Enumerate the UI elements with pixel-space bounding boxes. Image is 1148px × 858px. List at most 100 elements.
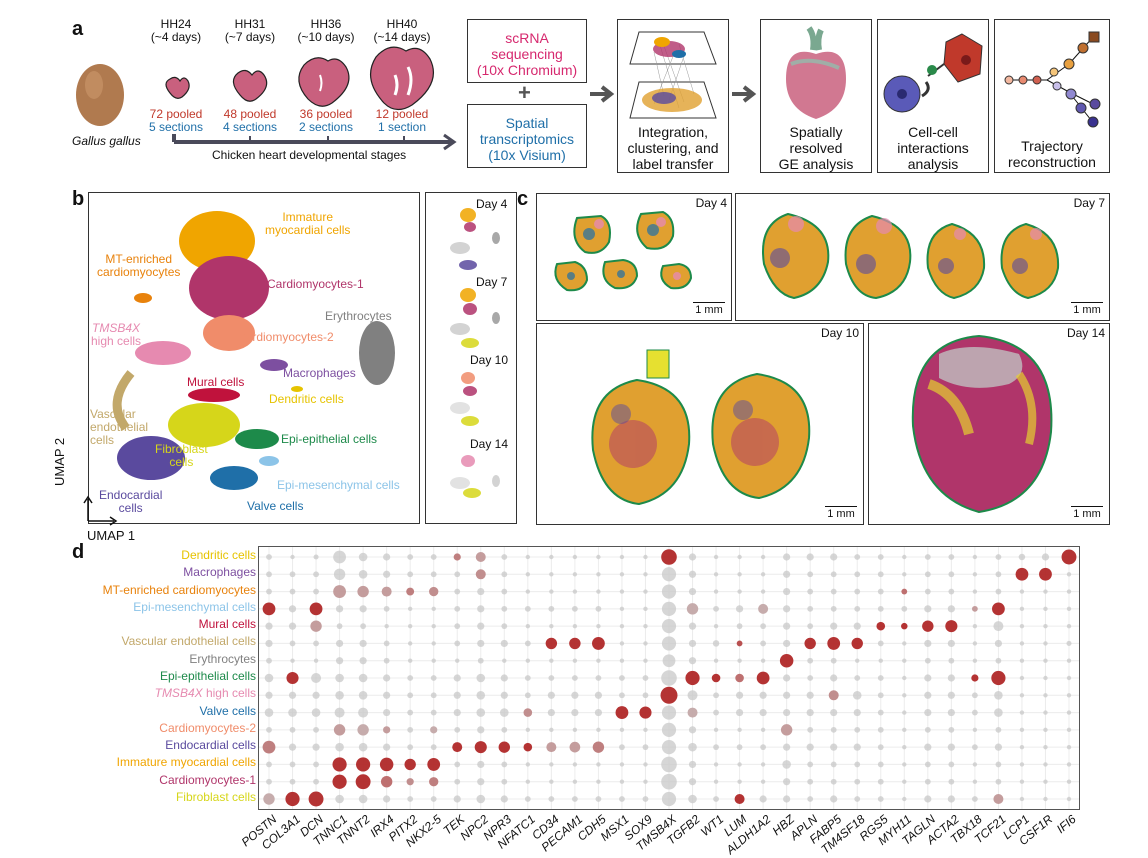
dot-mt-enriched-cardiomyocytes-acta2 xyxy=(948,588,955,595)
dot-cardiomyocytes-2-tagln xyxy=(924,726,931,733)
dot-erythrocytes-tcf21 xyxy=(995,657,1002,664)
heart-stage-illustrations xyxy=(165,46,434,111)
dot-cardiomyocytes-2-apln xyxy=(807,726,814,733)
label-line: TMSB4X xyxy=(92,321,141,335)
row-label: Immature myocardial cells xyxy=(116,755,256,770)
spatial-day14-sections xyxy=(911,334,1053,514)
label-ery: Erythrocytes xyxy=(325,309,392,323)
label-line: myocardial cells xyxy=(265,223,351,237)
dot-tmsb4x-high-cells-tmsb4x xyxy=(660,686,678,704)
day-label: Day 14 xyxy=(1066,326,1105,340)
dot-vascular-endothelial-cells-nfatc1 xyxy=(524,640,531,647)
scale-bar: 1 mm xyxy=(693,302,725,316)
dot-macrophages-nfatc1 xyxy=(525,572,531,577)
dot-fibroblast-cells-tm4sf18 xyxy=(854,796,861,802)
scale-bar: 1 mm xyxy=(1071,506,1103,520)
dot-mt-enriched-cardiomyocytes-cdh5 xyxy=(596,589,601,594)
dot-tmsb4x-high-cells-apln xyxy=(806,691,814,699)
label-line: Endocardial xyxy=(99,488,163,502)
dot-cardiomyocytes-1-apln xyxy=(807,778,814,785)
dot-macrophages-csf1r xyxy=(1039,567,1052,581)
dot-macrophages-fabp5 xyxy=(830,571,837,578)
dot-vascular-endothelial-cells-tgfb2 xyxy=(688,639,697,648)
dot-cardiomyocytes-1-hbz xyxy=(783,778,791,786)
dot-cardiomyocytes-1-lum xyxy=(737,779,742,784)
dot-vascular-endothelial-cells-apln xyxy=(804,637,816,650)
stage-hh40-counts: 12 pooled 1 section xyxy=(362,108,442,134)
ge-text: Spatially resolved GE analysis xyxy=(761,124,871,172)
dot-mural-cells-tagln xyxy=(922,620,934,632)
day-label: Day 7 xyxy=(1073,196,1105,210)
dot-mural-cells-sox9 xyxy=(643,623,648,629)
dot-cardiomyocytes-1-wt1 xyxy=(713,779,719,784)
dot-macrophages-wt1 xyxy=(713,572,719,577)
dot-cardiomyocytes-2-nfatc1 xyxy=(525,727,531,733)
dot-epi-epithelial-cells-tm4sf18 xyxy=(854,675,861,681)
dot-mt-enriched-cardiomyocytes-rgs5 xyxy=(877,588,884,595)
dot-erythrocytes-tgfb2 xyxy=(688,657,697,665)
dot-cardiomyocytes-1-acta2 xyxy=(948,778,955,785)
dot-dendritic-cells-wt1 xyxy=(713,554,719,560)
dot-dendritic-cells-tm4sf18 xyxy=(854,554,861,560)
day-label: Day 10 xyxy=(820,326,859,340)
dot-cardiomyocytes-2-rgs5 xyxy=(877,726,884,733)
trajectory-line1: Trajectory xyxy=(1021,138,1083,154)
dot-epi-epithelial-cells-nkx2-5 xyxy=(430,675,437,681)
cell-interaction-illustration xyxy=(883,33,983,113)
dot-epi-epithelial-cells-tcf21 xyxy=(991,670,1006,686)
dot-macrophages-apln xyxy=(807,571,814,578)
dot-mt-enriched-cardiomyocytes-tek xyxy=(454,588,461,595)
dot-endocardial-cells-acta2 xyxy=(947,743,955,751)
label-immature: Immature myocardial cells xyxy=(265,211,350,237)
panel-label-b: b xyxy=(72,188,85,210)
dot-endocardial-cells-tnnt2 xyxy=(358,742,368,752)
dot-macrophages-tgfb2 xyxy=(688,570,697,578)
dot-epi-epithelial-cells-cd34 xyxy=(548,675,555,681)
dot-vascular-endothelial-cells-cd34 xyxy=(545,637,558,650)
dot-endocardial-cells-irx4 xyxy=(383,743,391,751)
dot-valve-cells-myh11 xyxy=(902,710,907,715)
row-labels: Dendritic cells Macrophages MT-enriched ca… xyxy=(0,546,256,808)
dot-cardiomyocytes-2-csf1r xyxy=(1043,727,1048,733)
dot-epi-mesenchymal-cells-nfatc1 xyxy=(524,605,531,612)
dot-cardiomyocytes-1-dcn xyxy=(313,778,319,785)
dot-immature-myocardial-cells-acta2 xyxy=(948,761,955,768)
stage-name: HH36 xyxy=(310,17,342,31)
label-epimes: Epi-mesenchymal cells xyxy=(277,478,400,492)
dot-dendritic-cells-lum xyxy=(737,554,742,560)
dot-epi-mesenchymal-cells-sox9 xyxy=(643,606,648,612)
dot-erythrocytes-postn xyxy=(266,657,272,664)
dot-endocardial-cells-postn xyxy=(262,740,276,754)
dot-epi-epithelial-cells-npr3 xyxy=(500,674,508,682)
dot-mt-enriched-cardiomyocytes-npc2 xyxy=(477,587,485,596)
dot-dendritic-cells-ifi6 xyxy=(1061,549,1077,565)
label-tmsb: TMSB4X high cells xyxy=(91,322,141,348)
dot-epi-epithelial-cells-tek xyxy=(453,674,461,682)
dot-fibroblast-cells-myh11 xyxy=(902,796,907,802)
spatial-line2: transcriptomics xyxy=(479,131,575,147)
dot-dendritic-cells-npc2 xyxy=(475,552,486,562)
label-cm1: Cardiomyocytes-1 xyxy=(267,277,364,291)
dot-cardiomyocytes-2-tbx18 xyxy=(972,727,978,733)
dot-mt-enriched-cardiomyocytes-apln xyxy=(807,588,814,595)
dot-mural-cells-tcf21 xyxy=(993,621,1004,632)
panel-label-c: c xyxy=(517,188,529,210)
spatial-day4: Day 4 1 mm xyxy=(536,193,732,321)
dot-dendritic-cells-tcf21 xyxy=(995,554,1002,560)
dot-mt-enriched-cardiomyocytes-col3a1 xyxy=(289,588,296,595)
dot-fibroblast-cells-npr3 xyxy=(500,795,508,803)
dot-tmsb4x-high-cells-irx4 xyxy=(383,691,391,699)
label-mt: MT-enriched cardiomyocytes xyxy=(97,253,180,279)
dot-erythrocytes-lcp1 xyxy=(1019,658,1025,663)
dot-epi-epithelial-cells-tbx18 xyxy=(971,674,979,682)
dot-epi-mesenchymal-cells-fabp5 xyxy=(830,605,837,612)
dot-vascular-endothelial-cells-tm4sf18 xyxy=(851,637,863,650)
dot-endocardial-cells-tbx18 xyxy=(971,744,978,751)
dot-endocardial-cells-lcp1 xyxy=(1019,744,1025,750)
cluster-valve xyxy=(210,466,258,490)
dot-macrophages-tmsb4x xyxy=(661,567,677,582)
dot-dendritic-cells-msx1 xyxy=(619,554,625,560)
dot-epi-mesenchymal-cells-csf1r xyxy=(1043,606,1048,612)
dot-immature-myocardial-cells-lum xyxy=(737,762,742,767)
spatial-line1: Spatial xyxy=(505,115,549,131)
